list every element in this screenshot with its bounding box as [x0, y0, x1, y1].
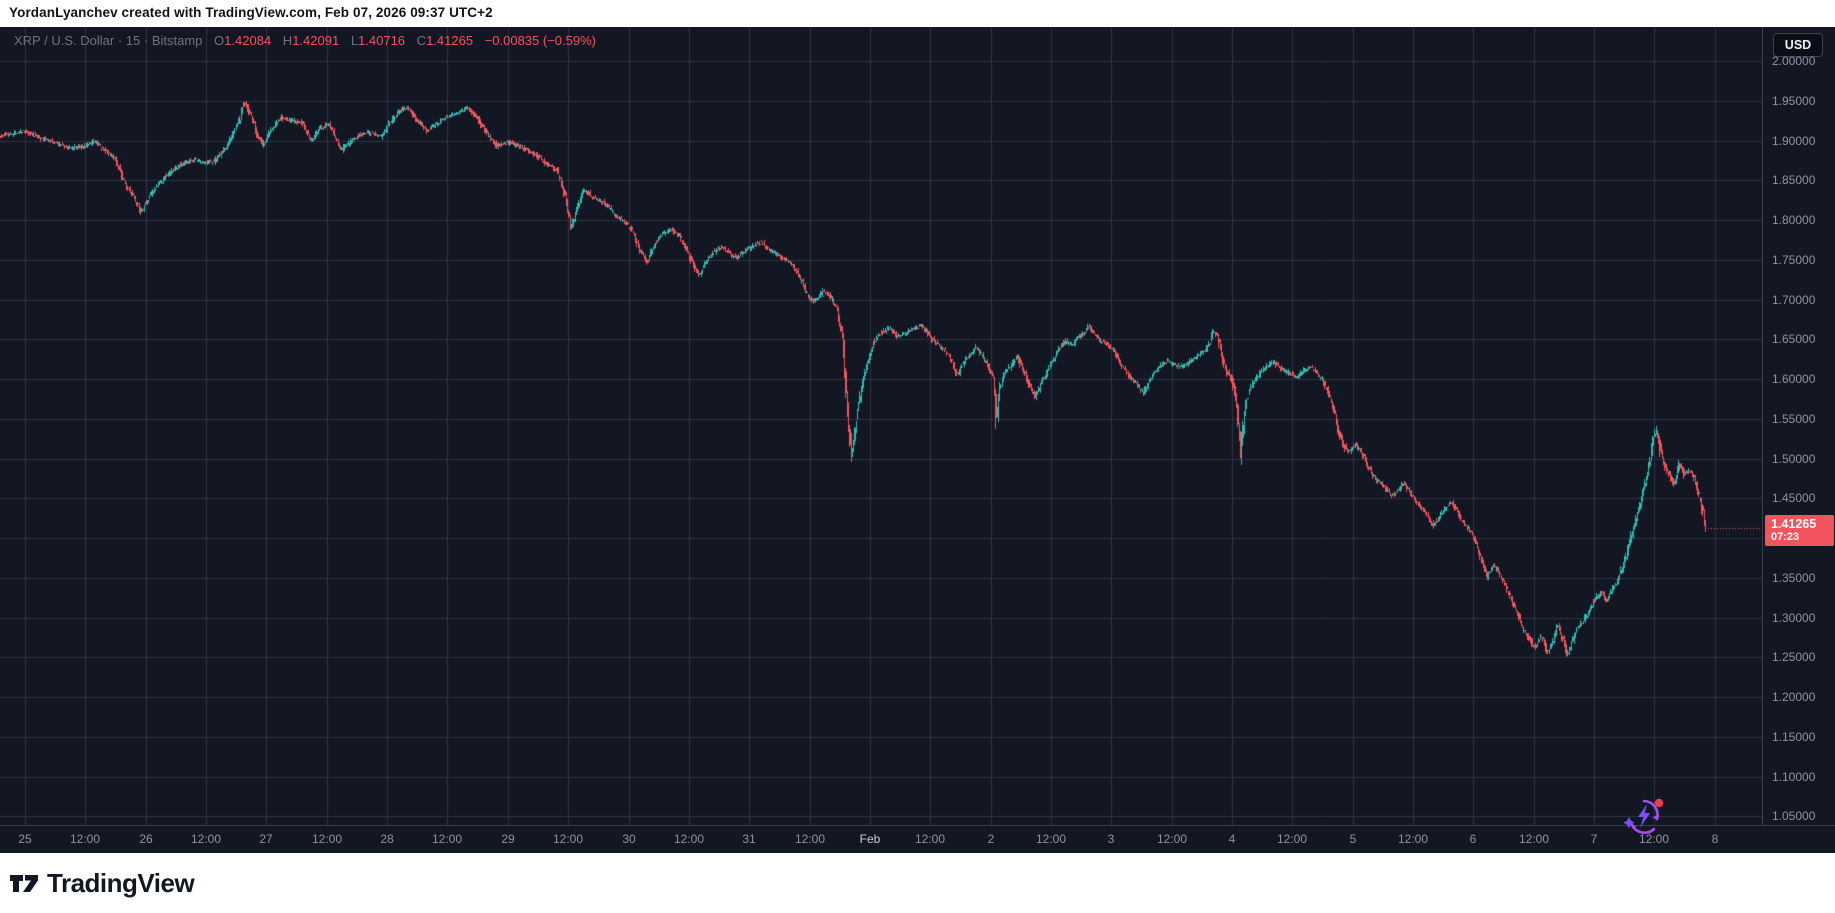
symbol-legend[interactable]: XRP / U.S. Dollar · 15 · Bitstamp O1.420…: [14, 31, 596, 51]
price-axis-label: 1.80000: [1772, 213, 1816, 227]
price-axis-label: 1.10000: [1772, 769, 1816, 784]
price-axis-label: 1.60000: [1772, 372, 1816, 386]
time-axis-label: 6: [1469, 832, 1477, 846]
time-axis-label: 12:00: [1035, 832, 1067, 846]
chart-area: XRP / U.S. Dollar · 15 · Bitstamp O1.420…: [0, 27, 1835, 853]
time-axis-label: 12:00: [1638, 832, 1670, 846]
notification-dot-icon: [1654, 798, 1664, 808]
tradingview-logo-icon[interactable]: [9, 869, 39, 897]
time-axis-label: 4: [1228, 832, 1236, 846]
time-axis-label: 8: [1711, 832, 1719, 846]
time-axis-label: 7: [1590, 832, 1598, 846]
change-value: −0.00835 (−0.59%): [484, 33, 596, 48]
low-value: 1.40716: [358, 33, 406, 48]
price-axis-label: 1.75000: [1772, 252, 1816, 267]
tradingview-wordmark[interactable]: TradingView: [47, 867, 195, 898]
bar-countdown: 07:23: [1771, 530, 1800, 543]
time-axis-label: 12:00: [1518, 832, 1550, 846]
symbol-name[interactable]: XRP / U.S. Dollar: [14, 33, 115, 48]
candlestick-canvas[interactable]: [0, 27, 1762, 825]
time-axis-label: 29: [501, 832, 515, 846]
attribution-text: YordanLyanchev created with TradingView.…: [9, 5, 493, 20]
open-label: O: [214, 33, 225, 48]
price-axis-label: 1.15000: [1772, 729, 1816, 744]
price-axis-label: 1.95000: [1772, 93, 1816, 108]
price-axis-label: 1.25000: [1772, 650, 1816, 665]
price-axis-label: 1.05000: [1772, 809, 1816, 824]
time-axis-label: 26: [139, 832, 153, 846]
time-axis-label: 12:00: [1156, 832, 1188, 846]
last-price-value: 1.41265: [1771, 516, 1817, 531]
time-axis-label: 12:00: [552, 832, 584, 846]
price-axis-label: 1.30000: [1772, 610, 1816, 625]
high-label: H: [282, 33, 293, 48]
lightning-bolt-icon: [1638, 804, 1650, 828]
time-axis-label: 12:00: [794, 832, 826, 846]
time-axis-label: 5: [1349, 832, 1357, 846]
price-axis-label: 2.00000: [1772, 54, 1816, 68]
lightning-refresh-icon[interactable]: [1620, 795, 1666, 837]
price-axis-label: 1.90000: [1772, 133, 1816, 148]
time-axis-label: 3: [1107, 832, 1115, 846]
time-axis-label: 30: [622, 832, 636, 846]
close-value: 1.41265: [426, 33, 474, 48]
time-axis-label: 25: [18, 832, 32, 846]
currency-usd-button[interactable]: USD: [1773, 33, 1823, 57]
time-axis-label: 27: [259, 832, 273, 846]
price-axis-label: 1.55000: [1772, 411, 1816, 426]
time-axis-label: 12:00: [431, 832, 463, 846]
arrowhead-icon: [1632, 825, 1637, 829]
price-axis-label: 1.45000: [1772, 491, 1816, 506]
time-axis-label: 2: [987, 832, 995, 846]
time-axis-label: 12:00: [1397, 832, 1429, 846]
time-axis-label: 12:00: [69, 832, 101, 846]
time-axis-label: 12:00: [1276, 832, 1308, 846]
footer: TradingView: [0, 853, 1835, 913]
exchange-label[interactable]: Bitstamp: [151, 33, 203, 48]
price-axis-label: 1.65000: [1772, 332, 1816, 347]
last-price-badge: 1.41265 07:23: [1765, 514, 1834, 546]
time-axis-label: 12:00: [673, 832, 705, 846]
time-axis-label: 12:00: [190, 832, 222, 846]
legend-separator: ·: [143, 33, 149, 48]
time-axis-label: Feb: [859, 832, 881, 846]
high-value: 1.42091: [292, 33, 340, 48]
time-axis-label: 12:00: [914, 832, 946, 846]
time-axis-label: 28: [380, 832, 394, 846]
price-axis-label: 1.35000: [1772, 570, 1816, 585]
price-axis-label: 1.85000: [1772, 173, 1816, 188]
interval-label[interactable]: 15: [125, 33, 141, 48]
low-label: L: [350, 33, 359, 48]
legend-separator: ·: [117, 33, 123, 48]
price-axis[interactable]: USD 1.41265 07:23 2.00000 1.95000 1.90000 1…: [1762, 27, 1835, 825]
attribution-bar: YordanLyanchev created with TradingView.…: [0, 0, 1835, 27]
time-axis-label: 12:00: [311, 832, 343, 846]
time-axis-label: 31: [742, 832, 756, 846]
price-axis-label: 1.50000: [1772, 451, 1816, 466]
price-axis-label: 1.70000: [1772, 292, 1816, 307]
arrowhead-icon: [1652, 815, 1657, 819]
price-axis-label: 1.20000: [1772, 690, 1816, 704]
time-axis[interactable]: 25 12:00 26 12:00 27 12:00 28 12:00 29 12:00 30 12:…: [0, 825, 1835, 853]
sparkle-icon: [1623, 817, 1635, 829]
close-label: C: [416, 33, 427, 48]
open-value: 1.42084: [224, 33, 272, 48]
